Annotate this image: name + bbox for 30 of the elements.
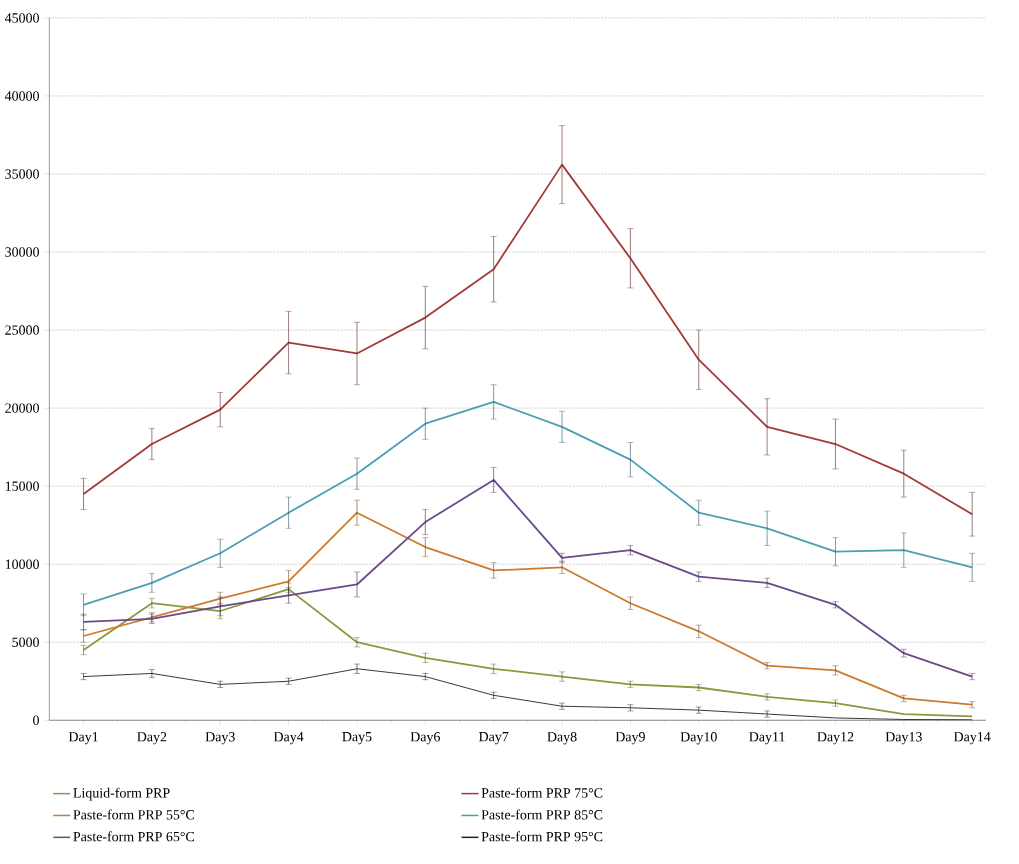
x-tick-label: Day10 [680, 732, 717, 745]
legend-label: Paste-form PRP 75°C [481, 787, 603, 798]
legend-label: Paste-form PRP 55°C [73, 809, 194, 820]
x-tick-label: Day11 [749, 732, 785, 745]
y-tick-label: 15000 [5, 481, 39, 491]
y-tick-label: 10000 [5, 559, 39, 570]
x-tick-label: Day9 [615, 732, 645, 745]
x-tick-label: Day4 [273, 732, 304, 745]
legend-label: Paste-form PRP 65°C [73, 831, 194, 842]
x-tick-label: Day6 [410, 732, 440, 745]
x-tick-label: Day1 [68, 732, 98, 745]
y-tick-label: 30000 [5, 247, 39, 257]
y-tick-label: 45000 [4, 13, 39, 23]
y-tick-label: 20000 [5, 403, 39, 413]
x-tick-label: Day3 [205, 732, 235, 745]
legend-label: Liquid-form PRP [73, 787, 170, 801]
x-tick-label: Day5 [342, 732, 372, 745]
legend-label: Paste-form PRP 85°C [481, 809, 603, 820]
y-tick-label: 35000 [5, 169, 39, 179]
y-tick-label: 5000 [12, 637, 39, 648]
x-tick-label: Day14 [953, 732, 991, 745]
legend-label: Paste-form PRP 95°C [481, 831, 603, 842]
y-tick-label: 40000 [4, 91, 39, 101]
x-tick-label: Day13 [885, 732, 922, 745]
x-tick-label: Day8 [547, 732, 577, 745]
x-tick-label: Day7 [478, 732, 509, 745]
y-tick-label: 25000 [5, 325, 39, 335]
y-tick-label: 0 [33, 715, 39, 726]
x-tick-label: Day12 [817, 732, 854, 745]
x-tick-label: Day2 [137, 732, 167, 745]
